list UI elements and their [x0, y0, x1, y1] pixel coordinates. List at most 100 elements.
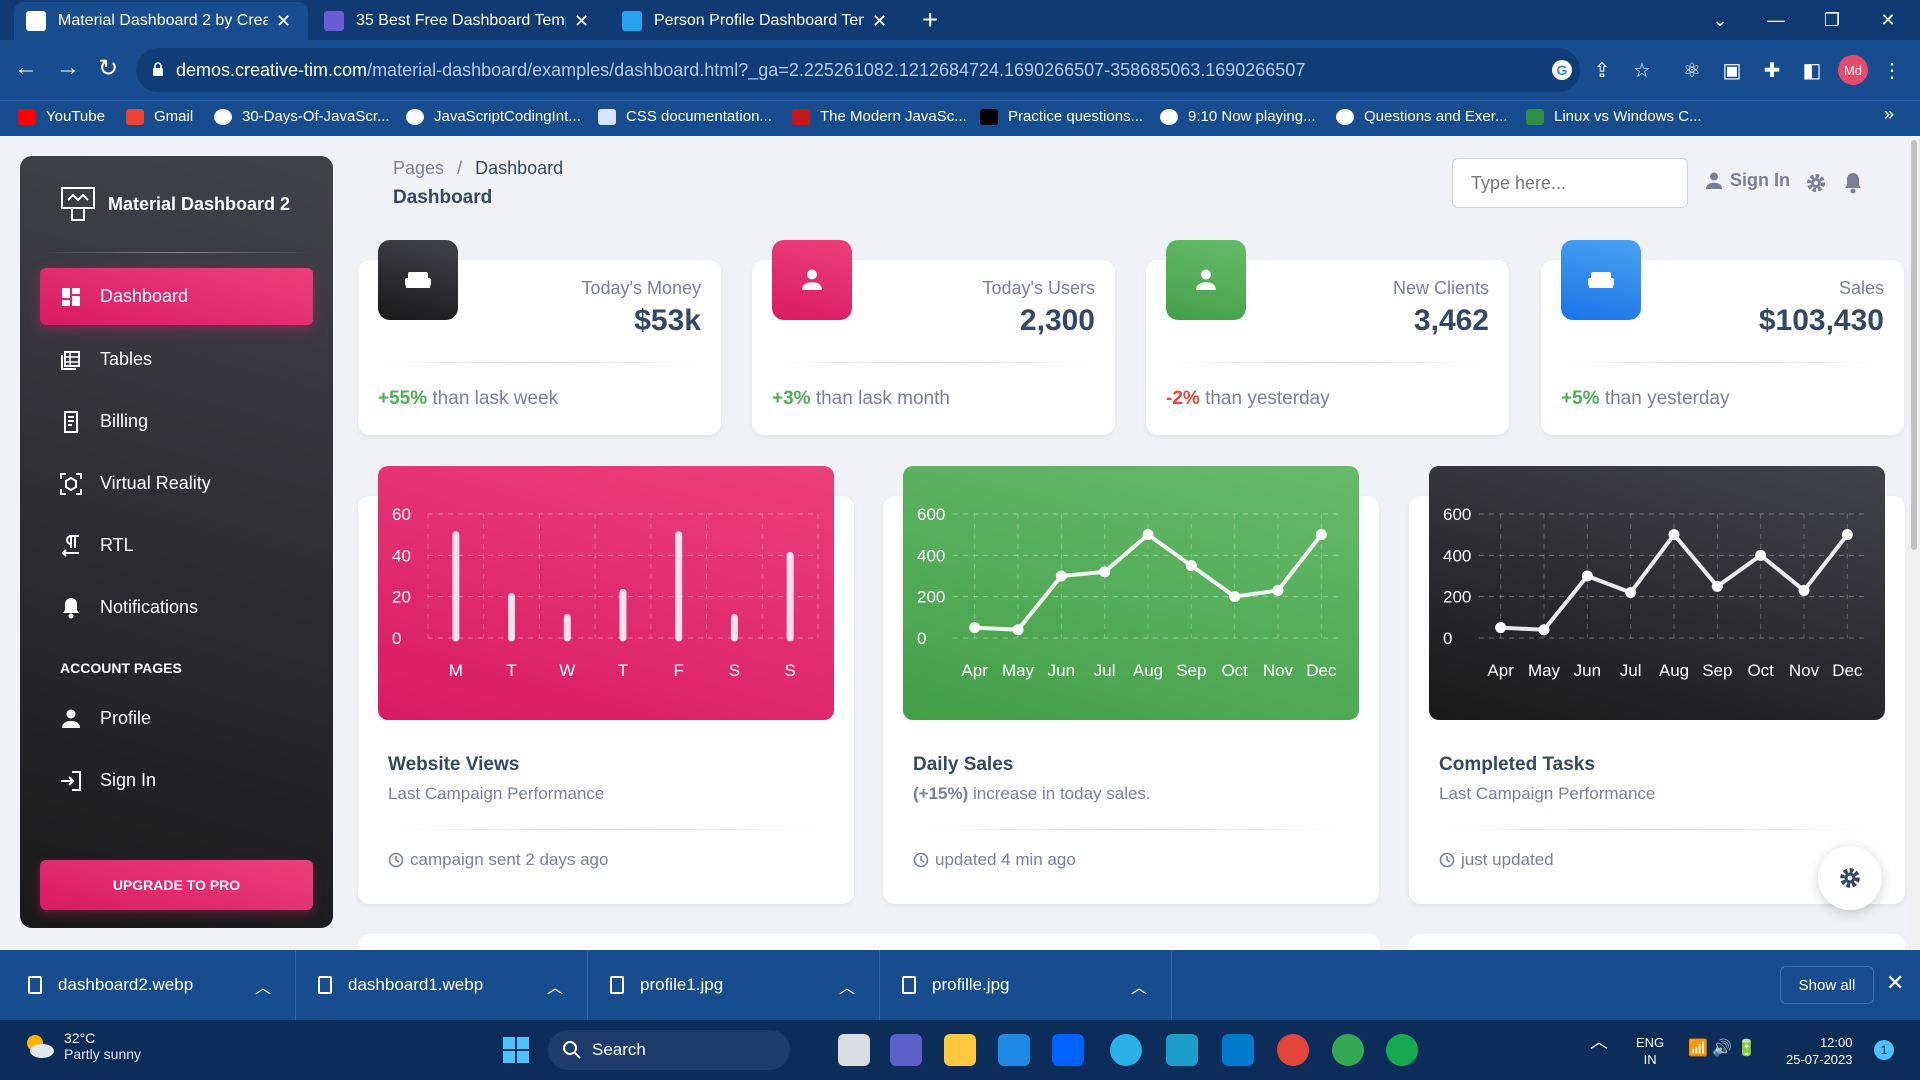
file-explorer-icon[interactable] — [944, 1034, 976, 1066]
close-tab-icon[interactable]: ✕ — [872, 10, 888, 31]
x-tick-label: Jul — [1620, 661, 1642, 680]
header-sign-in[interactable]: Sign In — [1706, 170, 1790, 191]
chrome-icon[interactable] — [1277, 1034, 1309, 1066]
restore-button[interactable]: ❐ — [1823, 9, 1841, 30]
chevron-up-icon[interactable]: ︿ — [838, 980, 855, 997]
brand[interactable]: Material Dashboard 2 — [60, 186, 290, 222]
stat-card-sales: Sales $103,430 +5% than yesterday — [1541, 240, 1904, 435]
download-item[interactable]: dashboard2.webp ︿ — [0, 950, 296, 1020]
chevron-up-icon[interactable]: ︿ — [1130, 980, 1147, 997]
language-indicator[interactable]: ENG IN — [1636, 1034, 1664, 1068]
taskbar-search[interactable]: Search — [548, 1030, 790, 1070]
download-item[interactable]: dashboard1.webp ︿ — [296, 950, 588, 1020]
minimize-button[interactable]: — — [1767, 9, 1785, 30]
bell-icon[interactable] — [1842, 172, 1864, 194]
x-tick-label: Apr — [1487, 661, 1514, 680]
show-all-downloads-button[interactable]: Show all — [1780, 966, 1874, 1004]
bookmark-css-docs[interactable]: CSS documentation... — [598, 108, 772, 125]
sidebar-item-tables[interactable]: Tables — [40, 331, 313, 388]
mongodb-compass-icon[interactable] — [1386, 1034, 1418, 1066]
screen-cast-icon[interactable]: ▣ — [1722, 59, 1742, 82]
stat-value: 2,300 — [1019, 304, 1095, 337]
download-item[interactable]: profile1.jpg ︿ — [588, 950, 880, 1020]
bookmark-js-coding-int[interactable]: JavaScriptCodingInt... — [406, 108, 581, 125]
close-downloads-icon[interactable]: ✕ — [1886, 970, 1905, 995]
tab-search-chevron-icon[interactable]: ⌄ — [1712, 9, 1728, 30]
stat-note: than lask month — [810, 388, 950, 409]
stat-footer: -2% than yesterday — [1166, 388, 1330, 410]
search-input[interactable] — [1452, 158, 1688, 208]
configurator-button[interactable] — [1818, 846, 1882, 910]
clock[interactable]: 12:00 25-07-2023 — [1786, 1034, 1853, 1068]
extensions-puzzle-icon[interactable]: ✚ — [1763, 59, 1781, 82]
address-bar[interactable]: demos.creative-tim.com/material-dashboar… — [136, 48, 1580, 92]
page-scrollbar[interactable] — [1908, 136, 1920, 950]
windows-start-icon[interactable] — [500, 1034, 532, 1066]
sidebar-item-sign-in[interactable]: Sign In — [40, 752, 313, 809]
chrome-profile-icon[interactable] — [1332, 1034, 1364, 1066]
new-tab-button[interactable]: + — [922, 4, 939, 35]
upgrade-to-pro-button[interactable]: UPGRADE TO PRO — [40, 860, 313, 910]
close-window-button[interactable]: ✕ — [1880, 9, 1896, 30]
wifi-volume-battery-icon[interactable]: 📶 🔊 🔋 — [1688, 1040, 1757, 1057]
google-icon[interactable]: G — [1550, 58, 1574, 82]
react-devtools-icon[interactable]: ⚛ — [1683, 59, 1701, 82]
css-doc-icon — [598, 108, 616, 125]
bookmark-modern-js[interactable]: The Modern JavaSc... — [792, 108, 967, 125]
bookmark-now-playing[interactable]: 9:10 Now playing... — [1160, 108, 1316, 125]
bookmark-star-icon[interactable]: ☆ — [1633, 59, 1651, 82]
sidebar-item-profile[interactable]: Profile — [40, 690, 313, 747]
share-icon[interactable]: ⇪ — [1593, 59, 1611, 82]
dropbox-icon[interactable] — [1052, 1034, 1084, 1066]
tab-person-profile-dashboard[interactable]: Person Profile Dashboard Templates ✕ — [610, 2, 904, 40]
close-tab-icon[interactable]: ✕ — [574, 10, 590, 31]
sidebar-item-dashboard[interactable]: Dashboard — [40, 268, 313, 325]
bookmark-linux-vs-windows[interactable]: Linux vs Windows C... — [1526, 108, 1702, 125]
sidebar-item-notifications[interactable]: Notifications — [40, 579, 313, 636]
stat-card-todays-users: Today's Users 2,300 +3% than lask month — [752, 240, 1115, 435]
stat-card-todays-money: Today's Money $53k +55% than lask week — [358, 240, 721, 435]
vscode-icon[interactable] — [1222, 1034, 1254, 1066]
x-tick-label: Dec — [1306, 661, 1337, 680]
tab-material-dashboard[interactable]: Material Dashboard 2 by Creative Tim ✕ — [14, 2, 308, 40]
colorlib-favicon-icon — [324, 11, 344, 31]
teams-chat-icon[interactable] — [890, 1034, 922, 1066]
sidebar-item-virtual-reality[interactable]: Virtual Reality — [40, 455, 313, 512]
card-subtitle-text: Last Campaign Performance — [1439, 784, 1656, 803]
chevron-up-icon[interactable]: ︿ — [1590, 1032, 1608, 1052]
chevron-up-icon[interactable]: ︿ — [254, 980, 271, 997]
bookmarks-overflow-button[interactable]: » — [1884, 104, 1895, 124]
gear-icon[interactable] — [1805, 172, 1827, 194]
task-view-icon[interactable] — [838, 1034, 870, 1066]
breadcrumb-root[interactable]: Pages — [393, 158, 445, 178]
mail-icon[interactable] — [998, 1034, 1030, 1066]
scrollbar-thumb[interactable] — [1911, 140, 1917, 550]
sidebar-item-rtl[interactable]: RTL — [40, 517, 313, 574]
side-panel-icon[interactable]: ◧ — [1802, 59, 1822, 82]
reload-button[interactable]: ↻ — [97, 55, 119, 82]
weather-widget[interactable]: 32°C Partly sunny — [22, 1030, 141, 1062]
sidebar-item-billing[interactable]: Billing — [40, 393, 313, 450]
download-filename: profile1.jpg — [640, 975, 724, 994]
bookmark-gmail[interactable]: Gmail — [126, 108, 193, 125]
profile-avatar[interactable]: Md — [1838, 55, 1868, 85]
bookmark-practice-questions[interactable]: Practice questions... — [980, 108, 1143, 125]
bookmark-questions-exercises[interactable]: Questions and Exer... — [1336, 108, 1507, 125]
x-tick-label: Aug — [1659, 661, 1689, 680]
card-title: Website Views — [388, 754, 520, 775]
bookmark-30-days-js[interactable]: 30-Days-Of-JavaScr... — [214, 108, 390, 125]
mysql-icon[interactable] — [1166, 1034, 1198, 1066]
bookmark-youtube[interactable]: YouTube — [18, 108, 105, 125]
notification-badge[interactable]: 1 — [1874, 1040, 1894, 1060]
close-tab-icon[interactable]: ✕ — [276, 10, 292, 31]
clock-icon — [1439, 852, 1455, 868]
download-item[interactable]: profille.jpg ︿ — [880, 950, 1172, 1020]
chevron-up-icon[interactable]: ︿ — [546, 980, 563, 997]
card-title: Completed Tasks — [1439, 754, 1595, 775]
edge-browser-icon[interactable] — [1110, 1034, 1142, 1066]
tab-35-best-free-dashboard[interactable]: 35 Best Free Dashboard Templates ✕ — [312, 2, 606, 40]
bookmark-label: 9:10 Now playing... — [1188, 108, 1316, 125]
back-button[interactable]: ← — [14, 54, 38, 81]
forward-button[interactable]: → — [56, 54, 80, 81]
more-menu-icon[interactable]: ⋮ — [1882, 59, 1902, 82]
